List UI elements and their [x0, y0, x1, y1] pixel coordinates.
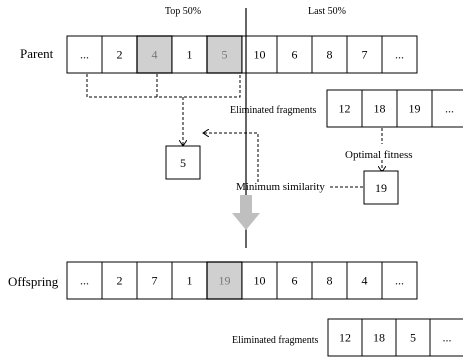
eliminated-bottom-cell: [395, 318, 431, 357]
eliminated-bottom-label: Eliminated fragments: [232, 335, 318, 346]
parent-cell-value: 10: [254, 48, 266, 62]
parent-chromosome: ... 2 4 1 5 10 6 8 7...: [66, 35, 418, 74]
offspring-cell-value: 2: [117, 274, 123, 288]
offspring-cell: [206, 261, 243, 300]
offspring-cell: [171, 261, 208, 300]
offspring-cell-value: ...: [80, 274, 89, 288]
offspring-cell-value: 6: [292, 274, 298, 288]
eliminated-top-cell-value: 12: [339, 102, 351, 116]
eliminated-bottom-cell: [429, 318, 463, 357]
parent-cell-value: 2: [117, 48, 123, 62]
offspring-chromosome: ... 2 7 1 19 10 6 8 4...: [66, 261, 418, 300]
offspring-cell-value: 8: [327, 274, 333, 288]
eliminated-top-cell-value: 19: [409, 102, 421, 116]
offspring-cell-value: 10: [254, 274, 266, 288]
optimal-fitness-label: Optimal fitness: [345, 149, 413, 161]
parent-cell-value: ...: [80, 48, 89, 62]
optimal-fitness-value: 19: [375, 181, 387, 195]
parent-cell: [206, 35, 243, 74]
offspring-cell-value: 19: [219, 274, 231, 288]
eliminated-fragments-bottom: 12 18 5...: [327, 318, 463, 357]
parent-cell-value: 1: [187, 48, 193, 62]
offspring-cell-value: 1: [187, 274, 193, 288]
parent-cell-value: 6: [292, 48, 298, 62]
offspring-cell-value: ...: [395, 274, 404, 288]
to-selected-from-similarity: [203, 133, 259, 182]
parent-cell-value: 4: [152, 48, 158, 62]
fragment-connector: [86, 74, 241, 98]
optimal-fitness-box: [363, 170, 399, 205]
offspring-cell: [101, 261, 138, 300]
eliminated-bottom-cell-value: 5: [410, 331, 416, 345]
eliminated-bottom-cell-value: 12: [339, 331, 351, 345]
offspring-cell-value: 7: [152, 274, 158, 288]
eliminated-top-cell: [361, 89, 398, 128]
offspring-cell: [276, 261, 313, 300]
selected-fragment-box: [165, 145, 201, 180]
eliminated-top-cell: [396, 89, 433, 128]
parent-cell-value: 8: [327, 48, 333, 62]
parent-cell: [381, 35, 418, 74]
eliminated-top-cell: [431, 89, 463, 128]
parent-label: Parent: [20, 46, 54, 61]
top-50-label: Top 50%: [165, 6, 201, 17]
eliminated-top-cell-value: 18: [374, 102, 386, 116]
eliminated-bottom-cell: [327, 318, 363, 357]
offspring-label: Offspring: [8, 274, 59, 289]
parent-cell-value: 5: [222, 48, 228, 62]
eliminated-fragments-top: 12 18 19...: [326, 89, 463, 128]
parent-cell: [346, 35, 383, 74]
offspring-cell: [66, 261, 103, 300]
parent-cell-value: 7: [362, 48, 368, 62]
parent-cell: [311, 35, 348, 74]
parent-cell-value: ...: [395, 48, 404, 62]
last-50-label: Last 50%: [308, 6, 346, 17]
down-arrow: [232, 195, 260, 230]
eliminated-bottom-cell-value: 18: [373, 331, 385, 345]
eliminated-top-cell: [326, 89, 363, 128]
eliminated-top-cell-value: ...: [445, 102, 454, 116]
offspring-cell: [311, 261, 348, 300]
eliminated-top-label: Eliminated fragments: [230, 105, 316, 116]
eliminated-bottom-cell-value: ...: [443, 331, 452, 345]
offspring-cell: [381, 261, 418, 300]
parent-cell: [241, 35, 278, 74]
offspring-cell-value: 4: [362, 274, 368, 288]
parent-cell: [101, 35, 138, 74]
eliminated-bottom-cell: [361, 318, 397, 357]
offspring-cell: [136, 261, 173, 300]
offspring-cell: [346, 261, 383, 300]
parent-cell: [276, 35, 313, 74]
minimum-similarity-label: Minimum similarity: [236, 181, 325, 193]
selected-fragment-value: 5: [180, 156, 186, 170]
parent-cell: [136, 35, 173, 74]
parent-cell: [66, 35, 103, 74]
